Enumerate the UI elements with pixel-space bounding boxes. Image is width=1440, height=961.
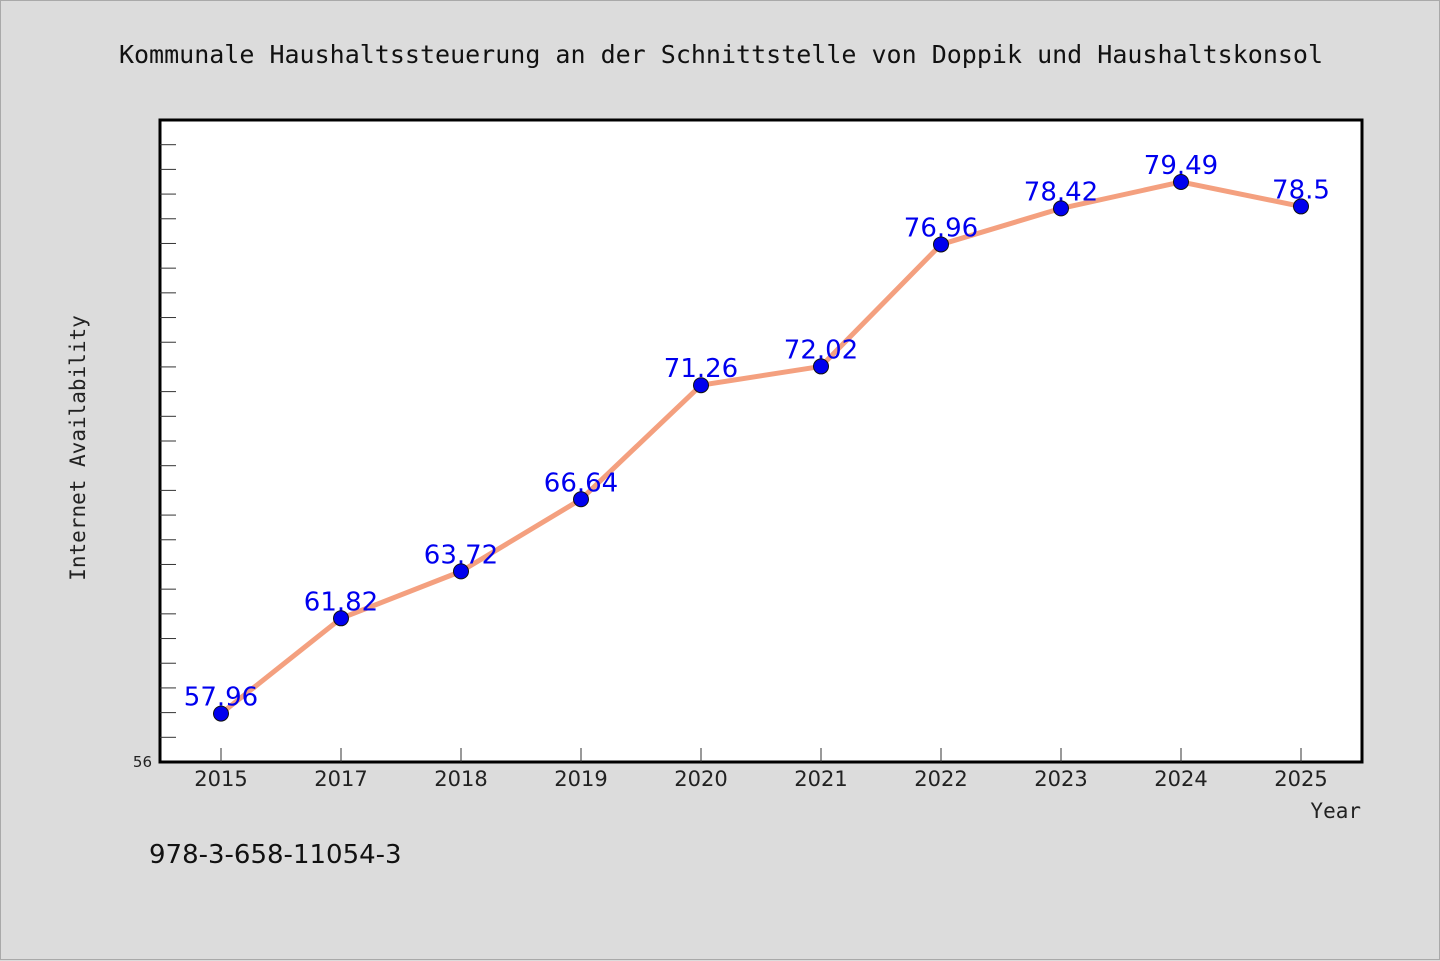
x-axis-ticks: 2015 2017 2018 2019 2020 2021 2022 2023 2024 2025 [194,748,1328,791]
data-point [573,491,589,508]
data-label: 72.02 [784,335,858,365]
x-tick-label: 2022 [914,767,967,791]
data-label: 71.26 [664,354,738,384]
data-label: 61.82 [304,587,378,617]
data-point [453,563,469,580]
data-point [933,236,949,253]
data-label: 78.42 [1024,177,1098,207]
data-labels: 57.96 61.82 63.72 66.64 71.26 72.02 76.96 78.42… [184,151,1330,713]
data-point [813,358,829,375]
series-line-group [218,179,1304,717]
data-point [1293,198,1309,215]
x-tick-label: 2024 [1154,767,1207,791]
x-tick-label: 2023 [1034,767,1087,791]
data-label: 78.5 [1272,175,1330,205]
data-label: 57.96 [184,683,258,713]
x-tick-label: 2015 [194,767,247,791]
data-point [213,705,229,722]
isbn-label: 978-3-658-11054-3 [149,840,402,870]
chart-title: Kommunale Haushaltssteuerung an der Schn… [119,40,1323,69]
series-line [218,179,1304,717]
data-label: 76.96 [904,213,978,243]
data-point [1173,173,1189,190]
x-tick-label: 2018 [434,767,487,791]
x-tick-label: 2019 [554,767,607,791]
x-tick-label: 2020 [674,767,727,791]
plot-area [158,118,1364,764]
data-point [333,610,349,627]
x-tick-label: 2021 [794,767,847,791]
y-tick-label: 56 [133,753,152,771]
data-point [693,377,709,394]
x-tick-label: 2025 [1274,767,1327,791]
data-label: 63.72 [424,540,498,570]
y-axis-title: Internet Availability [66,315,90,581]
series-markers [213,173,1309,722]
data-point [1053,200,1069,217]
y-axis-ticks: 56 [133,144,176,771]
data-label: 79.49 [1144,151,1218,181]
x-tick-label: 2017 [314,767,367,791]
x-axis-title: Year [1310,799,1361,823]
data-label: 66.64 [544,468,618,498]
